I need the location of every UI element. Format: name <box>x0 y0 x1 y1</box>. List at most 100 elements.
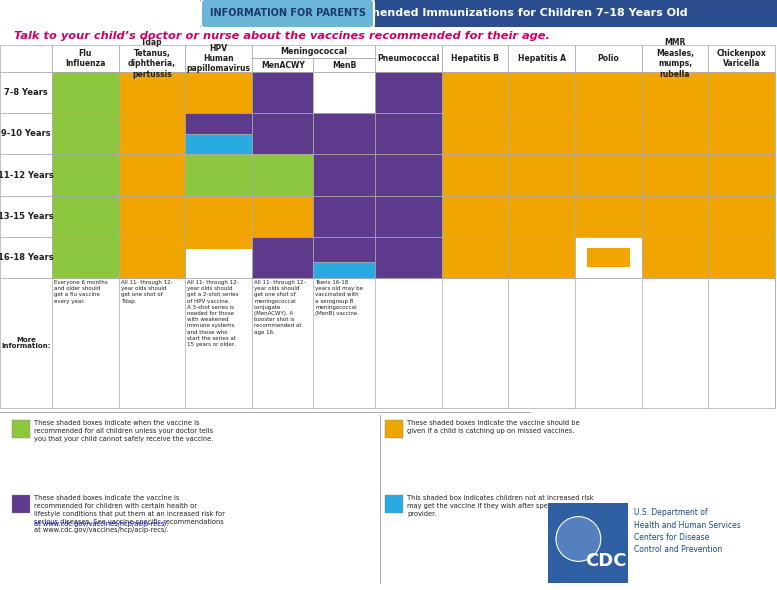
Text: This shaded box indicates children not at increased risk
may get the vaccine if : This shaded box indicates children not a… <box>407 495 594 517</box>
Bar <box>186 196 252 237</box>
Bar <box>313 263 375 278</box>
Text: 11-12 Years: 11-12 Years <box>0 171 54 179</box>
Bar <box>575 155 642 196</box>
Bar <box>508 196 575 237</box>
Bar <box>575 45 642 72</box>
Bar <box>52 113 119 155</box>
Bar <box>186 45 252 72</box>
Text: Pneumococcal: Pneumococcal <box>377 54 439 63</box>
Bar <box>642 155 709 196</box>
Bar <box>375 72 441 113</box>
Bar <box>0 113 52 155</box>
Bar <box>709 45 775 72</box>
Bar <box>0 237 52 278</box>
Bar <box>186 113 252 134</box>
Bar <box>441 72 508 113</box>
Text: Hepatitis A: Hepatitis A <box>517 54 566 63</box>
Bar <box>252 113 313 155</box>
Bar <box>52 237 119 278</box>
Bar <box>642 113 709 155</box>
Bar <box>375 196 441 237</box>
Text: Polio: Polio <box>598 54 619 63</box>
Circle shape <box>556 517 601 562</box>
Text: Teens 16-18
years old may be
vaccinated with
a serogroup B
meningococcal
(MenB) : Teens 16-18 years old may be vaccinated … <box>315 280 364 316</box>
Bar <box>313 196 375 237</box>
Bar <box>0 196 52 237</box>
Bar <box>313 58 375 72</box>
Text: U.S. Department of
Health and Human Services
Centers for Disease
Control and Pre: U.S. Department of Health and Human Serv… <box>634 508 740 555</box>
Text: Hepatitis B: Hepatitis B <box>451 54 499 63</box>
Bar <box>375 45 441 72</box>
Text: All 11- through 12-
year olds should
get a 2-shot series
of HPV vaccine.
A 3-sho: All 11- through 12- year olds should get… <box>187 280 239 347</box>
Bar <box>0 278 775 408</box>
Bar <box>119 196 186 237</box>
Bar <box>313 113 375 155</box>
Bar <box>52 196 119 237</box>
Bar <box>12 495 30 513</box>
Bar <box>375 237 441 278</box>
Bar <box>441 196 508 237</box>
Text: 9-10 Years: 9-10 Years <box>2 129 51 138</box>
Bar <box>119 113 186 155</box>
Bar <box>119 45 186 72</box>
Bar <box>441 237 508 278</box>
Text: CDC: CDC <box>585 552 626 569</box>
Bar <box>709 237 775 278</box>
Bar <box>642 45 709 72</box>
Text: 7-8 Years: 7-8 Years <box>4 88 48 97</box>
Bar <box>186 155 252 196</box>
Bar <box>441 45 508 72</box>
Text: INFORMATION FOR PARENTS: INFORMATION FOR PARENTS <box>210 8 366 18</box>
Bar <box>52 45 119 72</box>
Bar <box>252 45 375 58</box>
Bar <box>642 196 709 237</box>
Text: MenACWY: MenACWY <box>261 61 305 70</box>
Text: HPV
Human
papillomavirus: HPV Human papillomavirus <box>186 44 251 73</box>
Bar <box>0 45 52 72</box>
Bar <box>12 420 30 438</box>
Bar <box>575 113 642 155</box>
Bar <box>709 155 775 196</box>
Bar <box>252 72 313 113</box>
Text: Everyone 6 months
and older should
get a flu vaccine
every year.: Everyone 6 months and older should get a… <box>54 280 108 304</box>
Text: MMR
Measles,
mumps,
rubella: MMR Measles, mumps, rubella <box>656 38 694 78</box>
Text: Meningococcal: Meningococcal <box>280 47 347 56</box>
Text: Chickenpox
Varicella: Chickenpox Varicella <box>716 49 767 68</box>
Bar <box>52 155 119 196</box>
Bar <box>252 237 313 278</box>
Bar <box>119 72 186 113</box>
Bar <box>0 155 52 196</box>
Text: All 11- through 12-
year olds should
get one shot of
meningococcal
conjugate
(Me: All 11- through 12- year olds should get… <box>254 280 305 335</box>
Bar <box>119 237 186 278</box>
Bar <box>186 237 252 249</box>
Bar <box>548 503 628 583</box>
Bar <box>508 45 575 72</box>
Bar <box>252 155 313 196</box>
Text: Tdap
Tetanus,
diphtheria,
pertussis: Tdap Tetanus, diphtheria, pertussis <box>128 38 176 78</box>
Bar <box>508 237 575 278</box>
Bar <box>441 113 508 155</box>
Bar <box>252 196 313 237</box>
Bar <box>385 420 403 438</box>
Bar <box>441 155 508 196</box>
Bar <box>709 196 775 237</box>
Bar <box>575 72 642 113</box>
Bar <box>313 72 375 113</box>
Bar <box>0 72 52 113</box>
Text: 16-18 Years: 16-18 Years <box>0 253 54 262</box>
Bar <box>642 237 709 278</box>
Text: These shaded boxes indicate the vaccine is
recommended for children with certain: These shaded boxes indicate the vaccine … <box>34 495 225 533</box>
Bar <box>200 0 777 27</box>
Bar <box>385 495 403 513</box>
Text: 2020 Recommended Immunizations for Children 7–18 Years Old: 2020 Recommended Immunizations for Child… <box>292 8 688 18</box>
Bar <box>587 248 630 267</box>
Bar <box>313 237 375 263</box>
Bar <box>508 113 575 155</box>
Text: at www.cdc.gov/vaccines/hcp/acip-recs/.: at www.cdc.gov/vaccines/hcp/acip-recs/. <box>34 521 169 527</box>
Bar <box>186 72 252 113</box>
Bar <box>375 155 441 196</box>
Text: MenB: MenB <box>332 61 357 70</box>
Text: More
Information:: More Information: <box>2 336 51 349</box>
Bar <box>313 155 375 196</box>
Bar <box>375 113 441 155</box>
